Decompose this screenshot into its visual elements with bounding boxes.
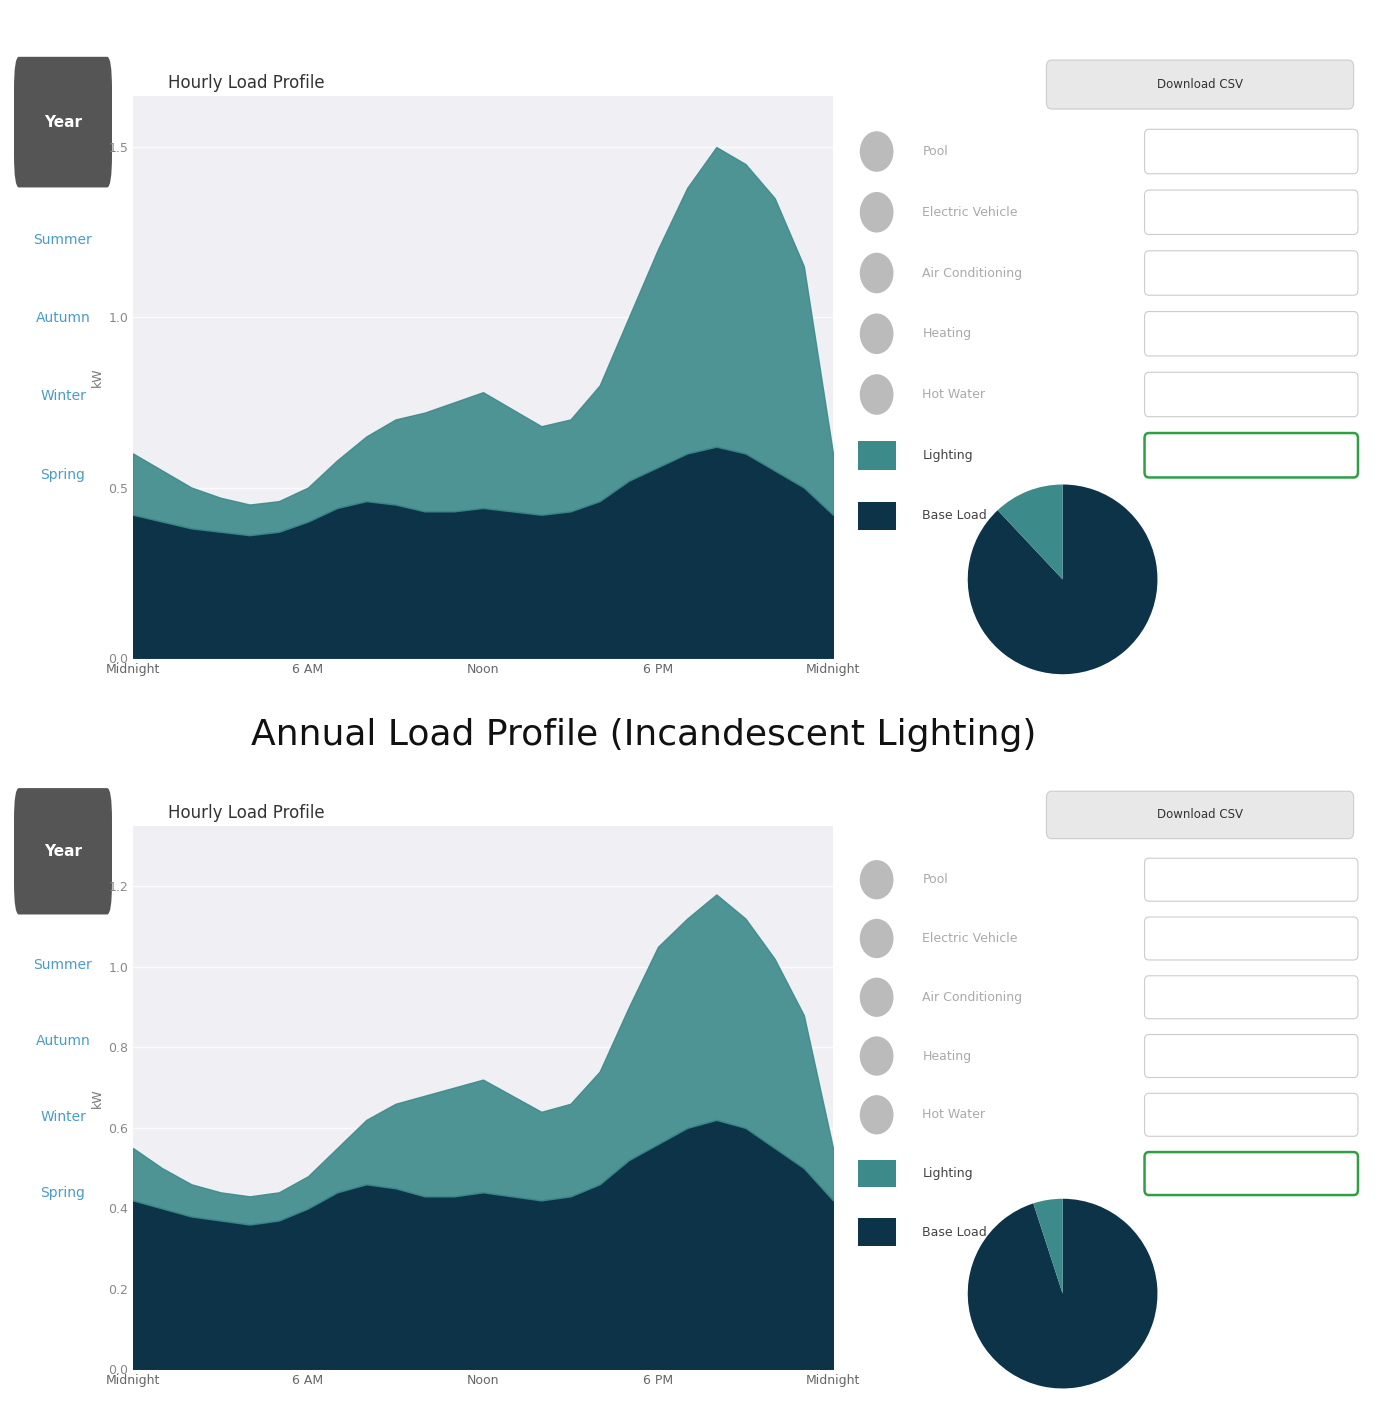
FancyBboxPatch shape — [1145, 433, 1358, 477]
Wedge shape — [1033, 1198, 1063, 1294]
Text: ▴
▾: ▴ ▾ — [1327, 447, 1331, 463]
Text: Gas/Other: Gas/Other — [1212, 389, 1270, 399]
Text: Autumn: Autumn — [35, 1034, 91, 1048]
Text: Base Load: Base Load — [923, 510, 987, 523]
FancyBboxPatch shape — [14, 57, 112, 187]
FancyBboxPatch shape — [1046, 60, 1354, 109]
Circle shape — [861, 314, 893, 354]
Bar — [858, 1160, 896, 1187]
FancyBboxPatch shape — [1145, 1093, 1358, 1136]
FancyBboxPatch shape — [1145, 1035, 1358, 1078]
Circle shape — [861, 375, 893, 415]
Wedge shape — [967, 484, 1158, 674]
Bar — [858, 440, 896, 470]
Text: Hourly Load Profile: Hourly Load Profile — [168, 804, 325, 822]
Text: Hot Water: Hot Water — [923, 1108, 986, 1122]
Bar — [858, 501, 896, 530]
Text: Winter: Winter — [41, 389, 85, 403]
FancyBboxPatch shape — [1145, 311, 1358, 356]
Text: LED: LED — [1231, 1169, 1252, 1179]
Text: Incandescent: Incandescent — [1204, 450, 1278, 460]
Text: Winter: Winter — [41, 1109, 85, 1123]
FancyBboxPatch shape — [1046, 791, 1354, 839]
Text: Summer: Summer — [34, 959, 92, 973]
Text: Spring: Spring — [41, 1186, 85, 1200]
Text: Gas/Other: Gas/Other — [1212, 1051, 1270, 1061]
Wedge shape — [998, 484, 1063, 579]
Text: Annual Load Profile (Incandescent Lighting): Annual Load Profile (Incandescent Lighti… — [252, 719, 1036, 751]
Text: ▴
▾: ▴ ▾ — [1327, 1106, 1331, 1123]
Text: Hourly Load Profile: Hourly Load Profile — [168, 74, 325, 92]
Text: ▴
▾: ▴ ▾ — [1327, 386, 1331, 403]
Text: Air Conditioning: Air Conditioning — [923, 267, 1022, 280]
Text: ▴
▾: ▴ ▾ — [1327, 1048, 1331, 1065]
Text: Lighting: Lighting — [923, 1167, 973, 1180]
Bar — [858, 1218, 896, 1247]
Text: Electric Vehicle: Electric Vehicle — [923, 206, 1018, 219]
Text: Lighting: Lighting — [923, 449, 973, 462]
Text: Heating: Heating — [923, 1049, 972, 1062]
Text: Base Load: Base Load — [923, 1225, 987, 1238]
Text: Download CSV: Download CSV — [1156, 808, 1243, 821]
FancyBboxPatch shape — [1145, 251, 1358, 295]
Text: No: No — [1233, 268, 1249, 278]
Text: Autumn: Autumn — [35, 311, 91, 325]
Circle shape — [861, 978, 893, 1017]
Text: ▴
▾: ▴ ▾ — [1327, 204, 1331, 220]
FancyBboxPatch shape — [1145, 372, 1358, 416]
Text: Air Conditioning: Air Conditioning — [923, 991, 1022, 1004]
Text: No: No — [1233, 207, 1249, 217]
Wedge shape — [967, 1198, 1158, 1389]
Text: ▴
▾: ▴ ▾ — [1327, 143, 1331, 160]
FancyBboxPatch shape — [1145, 190, 1358, 234]
FancyBboxPatch shape — [1145, 858, 1358, 902]
Text: No: No — [1233, 875, 1249, 885]
Text: No: No — [1233, 146, 1249, 156]
Text: Spring: Spring — [41, 467, 85, 481]
Text: ▴
▾: ▴ ▾ — [1327, 325, 1331, 342]
Text: ▴
▾: ▴ ▾ — [1327, 264, 1331, 281]
Text: ▴
▾: ▴ ▾ — [1327, 930, 1331, 947]
Text: No: No — [1233, 993, 1249, 1003]
Circle shape — [861, 861, 893, 899]
Text: Heating: Heating — [923, 327, 972, 341]
Text: Gas/Other: Gas/Other — [1212, 329, 1270, 339]
Text: Download CSV: Download CSV — [1156, 78, 1243, 91]
Y-axis label: kW: kW — [91, 366, 104, 386]
Circle shape — [861, 1096, 893, 1133]
Y-axis label: kW: kW — [91, 1088, 104, 1108]
Text: Gas/Other: Gas/Other — [1212, 1110, 1270, 1120]
FancyBboxPatch shape — [1145, 1152, 1358, 1196]
Circle shape — [861, 132, 893, 172]
FancyBboxPatch shape — [1145, 917, 1358, 960]
Text: Year: Year — [43, 843, 83, 859]
FancyBboxPatch shape — [1145, 129, 1358, 173]
Circle shape — [861, 920, 893, 957]
Text: Summer: Summer — [34, 233, 92, 247]
Text: No: No — [1233, 933, 1249, 943]
Text: ▴
▾: ▴ ▾ — [1327, 872, 1331, 888]
FancyBboxPatch shape — [1145, 976, 1358, 1018]
FancyBboxPatch shape — [14, 788, 112, 914]
Text: Pool: Pool — [923, 145, 948, 158]
Text: Electric Vehicle: Electric Vehicle — [923, 932, 1018, 944]
Text: ▴
▾: ▴ ▾ — [1327, 988, 1331, 1005]
Text: ▴
▾: ▴ ▾ — [1327, 1166, 1331, 1181]
Circle shape — [861, 253, 893, 293]
Text: Pool: Pool — [923, 873, 948, 886]
Text: Year: Year — [43, 115, 83, 129]
Circle shape — [861, 193, 893, 231]
Circle shape — [861, 1037, 893, 1075]
Text: Hot Water: Hot Water — [923, 388, 986, 400]
